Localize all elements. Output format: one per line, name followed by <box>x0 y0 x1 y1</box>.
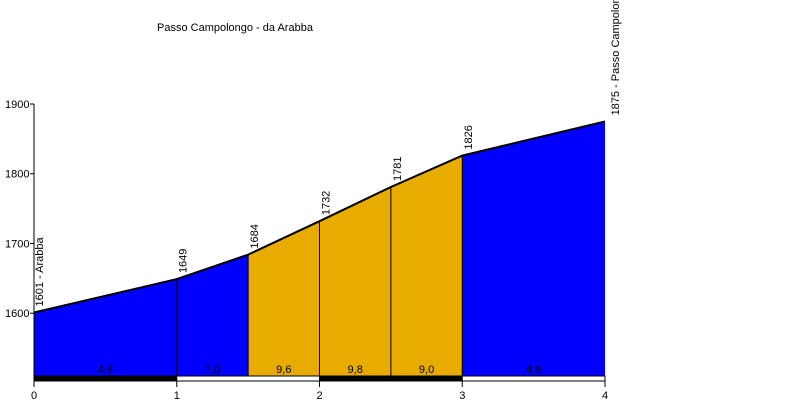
segment-area-3 <box>248 221 320 376</box>
elevation-label-4: 1732 <box>321 191 333 215</box>
gradient-label-4: 9,8 <box>348 364 363 376</box>
x-tick-label: 2 <box>316 390 322 402</box>
gradient-label-2: 7,0 <box>205 364 220 376</box>
elevation-label-3: 1684 <box>249 224 261 248</box>
km-bar-segment-2 <box>176 375 320 382</box>
elevation-label-5: 1781 <box>392 157 404 181</box>
x-tick-label: 3 <box>459 390 465 402</box>
segment-dividers <box>176 155 463 376</box>
segment-areas <box>34 121 605 376</box>
y-axis: 1600 1700 1800 1900 <box>5 99 35 376</box>
elevation-label-1: 1601 - Arabba <box>34 237 46 307</box>
x-tick-label: 4 <box>602 390 608 402</box>
segment-area-2 <box>176 254 249 376</box>
segment-area-1 <box>34 279 177 376</box>
segment-area-5 <box>390 155 463 376</box>
gradient-label-3: 9,6 <box>276 364 291 376</box>
segment-area-4 <box>319 186 391 376</box>
y-tick-label: 1900 <box>5 99 29 111</box>
x-axis: 0 1 2 3 4 <box>31 381 608 402</box>
profile-line <box>33 120 606 314</box>
x-tick-label: 0 <box>31 390 37 402</box>
km-bar-segment-4 <box>461 375 606 382</box>
km-bar-segment-1 <box>33 375 178 382</box>
chart-title: Passo Campolongo - da Arabba <box>157 22 314 34</box>
y-tick-label: 1700 <box>5 238 29 250</box>
gradient-label-1: 4,8 <box>98 364 113 376</box>
gradient-labels: 4,8 7,0 9,6 9,8 9,0 4,9 <box>98 364 542 376</box>
y-tick-label: 1800 <box>5 169 29 181</box>
gradient-label-5: 9,0 <box>419 364 434 376</box>
elevation-labels: 1601 - Arabba 1649 1684 1732 1781 1826 1875 - … <box>34 0 622 307</box>
gradient-label-6: 4,9 <box>526 364 541 376</box>
elevation-label-6: 1826 <box>463 125 475 149</box>
segment-area-6 <box>462 121 605 376</box>
elevation-label-7: 1875 - Passo Campolongo <box>610 0 622 115</box>
elevation-label-2: 1649 <box>178 249 190 273</box>
y-tick-label: 1600 <box>5 308 29 320</box>
x-tick-label: 1 <box>174 390 180 402</box>
km-bar-segment-3 <box>319 375 463 382</box>
km-bar <box>33 375 606 382</box>
